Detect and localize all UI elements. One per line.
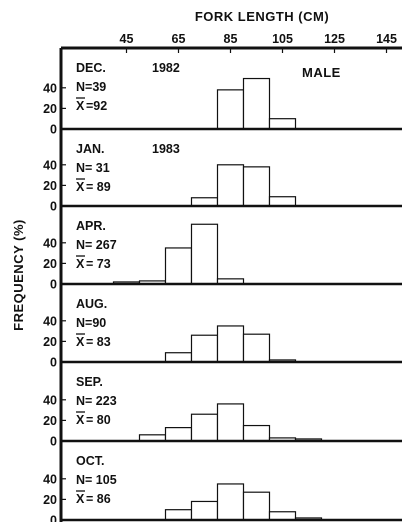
histogram-bar [190,223,219,285]
panel-month-label: OCT. [76,454,104,468]
y-tick-label: 40 [43,314,57,328]
y-tick-label: 20 [43,102,57,116]
y-tick-label: 0 [50,200,57,214]
histogram-bar [216,403,245,442]
histogram-panel: 0 20 40 SEP. N= 223 X = 80 [43,375,323,449]
panel-month-label: APR. [76,219,106,233]
chart-title: FORK LENGTH (CM) [195,9,329,24]
histogram-bar [216,483,245,521]
histogram-bar [268,196,297,207]
y-tick-label: 20 [43,414,57,428]
histogram-bar [268,118,297,130]
x-tick-label: 85 [224,32,238,46]
panel-sample-size: N= 223 [76,394,117,408]
histogram-panel: 0 20 40 AUG. N=90 X = 83 [43,297,297,370]
histogram-bar [190,413,219,442]
y-tick-label: 20 [43,335,57,349]
histogram-panel: 0 20 40 DEC. 1982 N=39 X =92 [43,61,297,137]
x-tick-label: 65 [172,32,186,46]
histogram-bar [164,247,193,285]
y-tick-label: 40 [43,236,57,250]
panel-sample-size: N= 105 [76,473,117,487]
panel-mean-value: = 86 [86,492,111,506]
panel-sample-size: N= 31 [76,161,110,175]
y-tick-label: 40 [43,393,57,407]
panel-mean-value: = 73 [86,257,111,271]
panel-sample-size: N= 267 [76,238,117,252]
panel-mean-value: = 80 [86,413,111,427]
y-tick-label: 20 [43,257,57,271]
y-tick-label: 20 [43,179,57,193]
y-tick-label: 0 [50,123,57,137]
histogram-panel: 0 20 40 JAN. 1983 N= 31 X = 89 [43,142,297,214]
x-tick-label: 125 [324,32,345,46]
plot-frame [59,46,402,522]
panel-mean-symbol: X [76,335,85,349]
x-tick-label: 45 [120,32,134,46]
histogram-bar [190,500,219,521]
panel-mean-value: = 89 [86,180,111,194]
panel-month-label: SEP. [76,375,103,389]
panel-mean-symbol: X [76,257,85,271]
histogram-bar [164,352,193,363]
histogram-panel: 0 20 40 APR. N= 267 X = 73 [43,219,245,292]
panel-mean-symbol: X [76,180,85,194]
y-tick-label: 20 [43,493,57,507]
panel-mean-value: =92 [86,99,107,113]
panel-mean-value: = 83 [86,335,111,349]
y-tick-label: 0 [50,278,57,292]
histogram-bar [216,164,245,207]
sex-label: MALE [302,65,341,80]
histogram-bar [242,333,271,363]
y-tick-label: 40 [43,158,57,172]
panel-month-label: DEC. [76,61,106,75]
x-tick-label: 105 [272,32,293,46]
y-tick-label: 40 [43,472,57,486]
histogram-bar [164,427,193,442]
histogram-bar [242,491,271,521]
histogram-bar [242,424,271,442]
panel-mean-symbol: X [76,492,85,506]
panel-mean-symbol: X [76,413,85,427]
panel-year-label: 1983 [152,142,180,156]
panel-month-label: AUG. [76,297,107,311]
panel-sample-size: N=39 [76,80,106,94]
histogram-bar [242,166,271,207]
panel-year-label: 1982 [152,61,180,75]
histogram-bar [190,334,219,363]
panel-mean-symbol: X [76,99,85,113]
y-tick-label: 0 [50,514,57,522]
histogram-bar [216,89,245,130]
y-tick-label: 0 [50,356,57,370]
panel-sample-size: N=90 [76,316,106,330]
panel-month-label: JAN. [76,142,104,156]
y-tick-label: 0 [50,435,57,449]
y-tick-label: 40 [43,81,57,95]
histogram-bar [216,325,245,363]
x-tick-label: 145 [376,32,397,46]
x-axis-ticks: 45 65 85 105 125 145 [120,32,397,53]
histogram-panel: 0 20 40 OCT. N= 105 X = 86 [43,454,323,522]
histogram-bar [242,77,271,130]
histogram-bar [164,509,193,521]
y-axis-label: FREQUENCY (%) [11,219,26,331]
